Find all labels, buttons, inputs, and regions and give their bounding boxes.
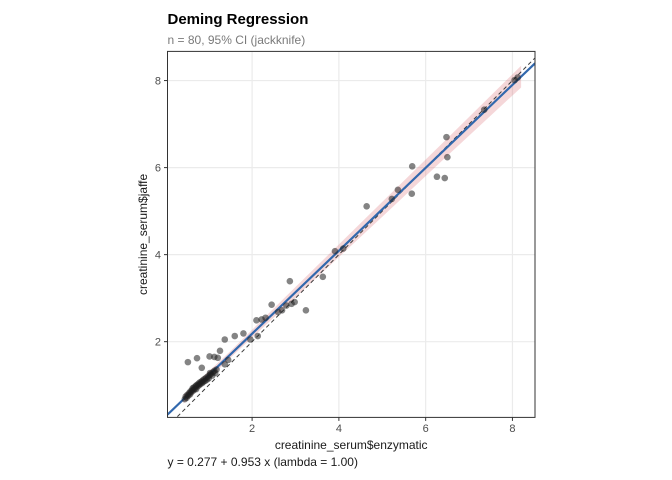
scatter-point	[288, 300, 295, 308]
scatter-point	[254, 332, 262, 340]
scatter-point	[514, 74, 521, 81]
scatter-point	[408, 190, 416, 198]
scatter-point	[258, 316, 265, 323]
scatter-point	[213, 366, 220, 373]
axis-ticks	[164, 80, 513, 421]
scatter-point	[433, 173, 441, 181]
axis-tick-labels: 2 4 6 8 2 4 6 8	[155, 75, 516, 435]
regression-equation-caption: y = 0.277 + 0.953 x (lambda = 1.00)	[168, 455, 358, 469]
scatter-point	[302, 307, 310, 314]
panel-border	[167, 50, 536, 418]
identity-line	[175, 57, 535, 418]
y-tick-label: 4	[155, 249, 161, 261]
scatter-point	[240, 330, 247, 337]
scatter-point	[331, 247, 339, 255]
scatter-point	[253, 317, 260, 324]
scatter-point	[274, 308, 282, 316]
scatter-point	[394, 186, 402, 194]
y-tick-label: 8	[155, 75, 161, 87]
scatter-point	[231, 332, 239, 340]
y-tick-label: 6	[155, 162, 161, 174]
data-layer	[167, 57, 535, 418]
scatter-point	[441, 174, 449, 182]
scatter-point	[480, 106, 488, 114]
scatter-point	[221, 336, 229, 343]
scatter-point	[216, 347, 224, 355]
scatter-point	[444, 153, 451, 161]
y-tick-label: 2	[155, 336, 161, 348]
x-tick-label: 4	[336, 423, 342, 435]
x-axis-title: creatinine_serum$enzymatic	[275, 438, 428, 452]
scatter-point	[184, 358, 192, 366]
scatter-point	[408, 162, 416, 170]
scatter-point	[319, 273, 327, 281]
chart-title: Deming Regression	[168, 11, 309, 28]
fit-line	[167, 62, 535, 416]
chart-subtitle: n = 80, 95% CI (jackknife)	[168, 33, 306, 47]
scatter-point	[443, 133, 450, 141]
scatter-point	[286, 277, 294, 285]
x-tick-label: 2	[249, 423, 255, 435]
scatter-point	[363, 203, 370, 210]
scatter-point	[211, 353, 218, 361]
scatter-point	[193, 354, 201, 362]
x-tick-label: 8	[509, 423, 515, 435]
scatter-point	[206, 353, 213, 360]
gridlines	[167, 51, 535, 418]
scatter-point	[268, 301, 275, 308]
y-axis-title: creatinine_serum$jaffe	[136, 173, 150, 295]
x-tick-label: 6	[423, 423, 429, 435]
scatter-point	[388, 195, 396, 203]
scatter-point	[283, 302, 290, 309]
scatter-point	[339, 245, 347, 252]
scatter-point	[247, 336, 254, 343]
scatter-point	[198, 364, 206, 372]
scatter-point	[221, 361, 229, 368]
